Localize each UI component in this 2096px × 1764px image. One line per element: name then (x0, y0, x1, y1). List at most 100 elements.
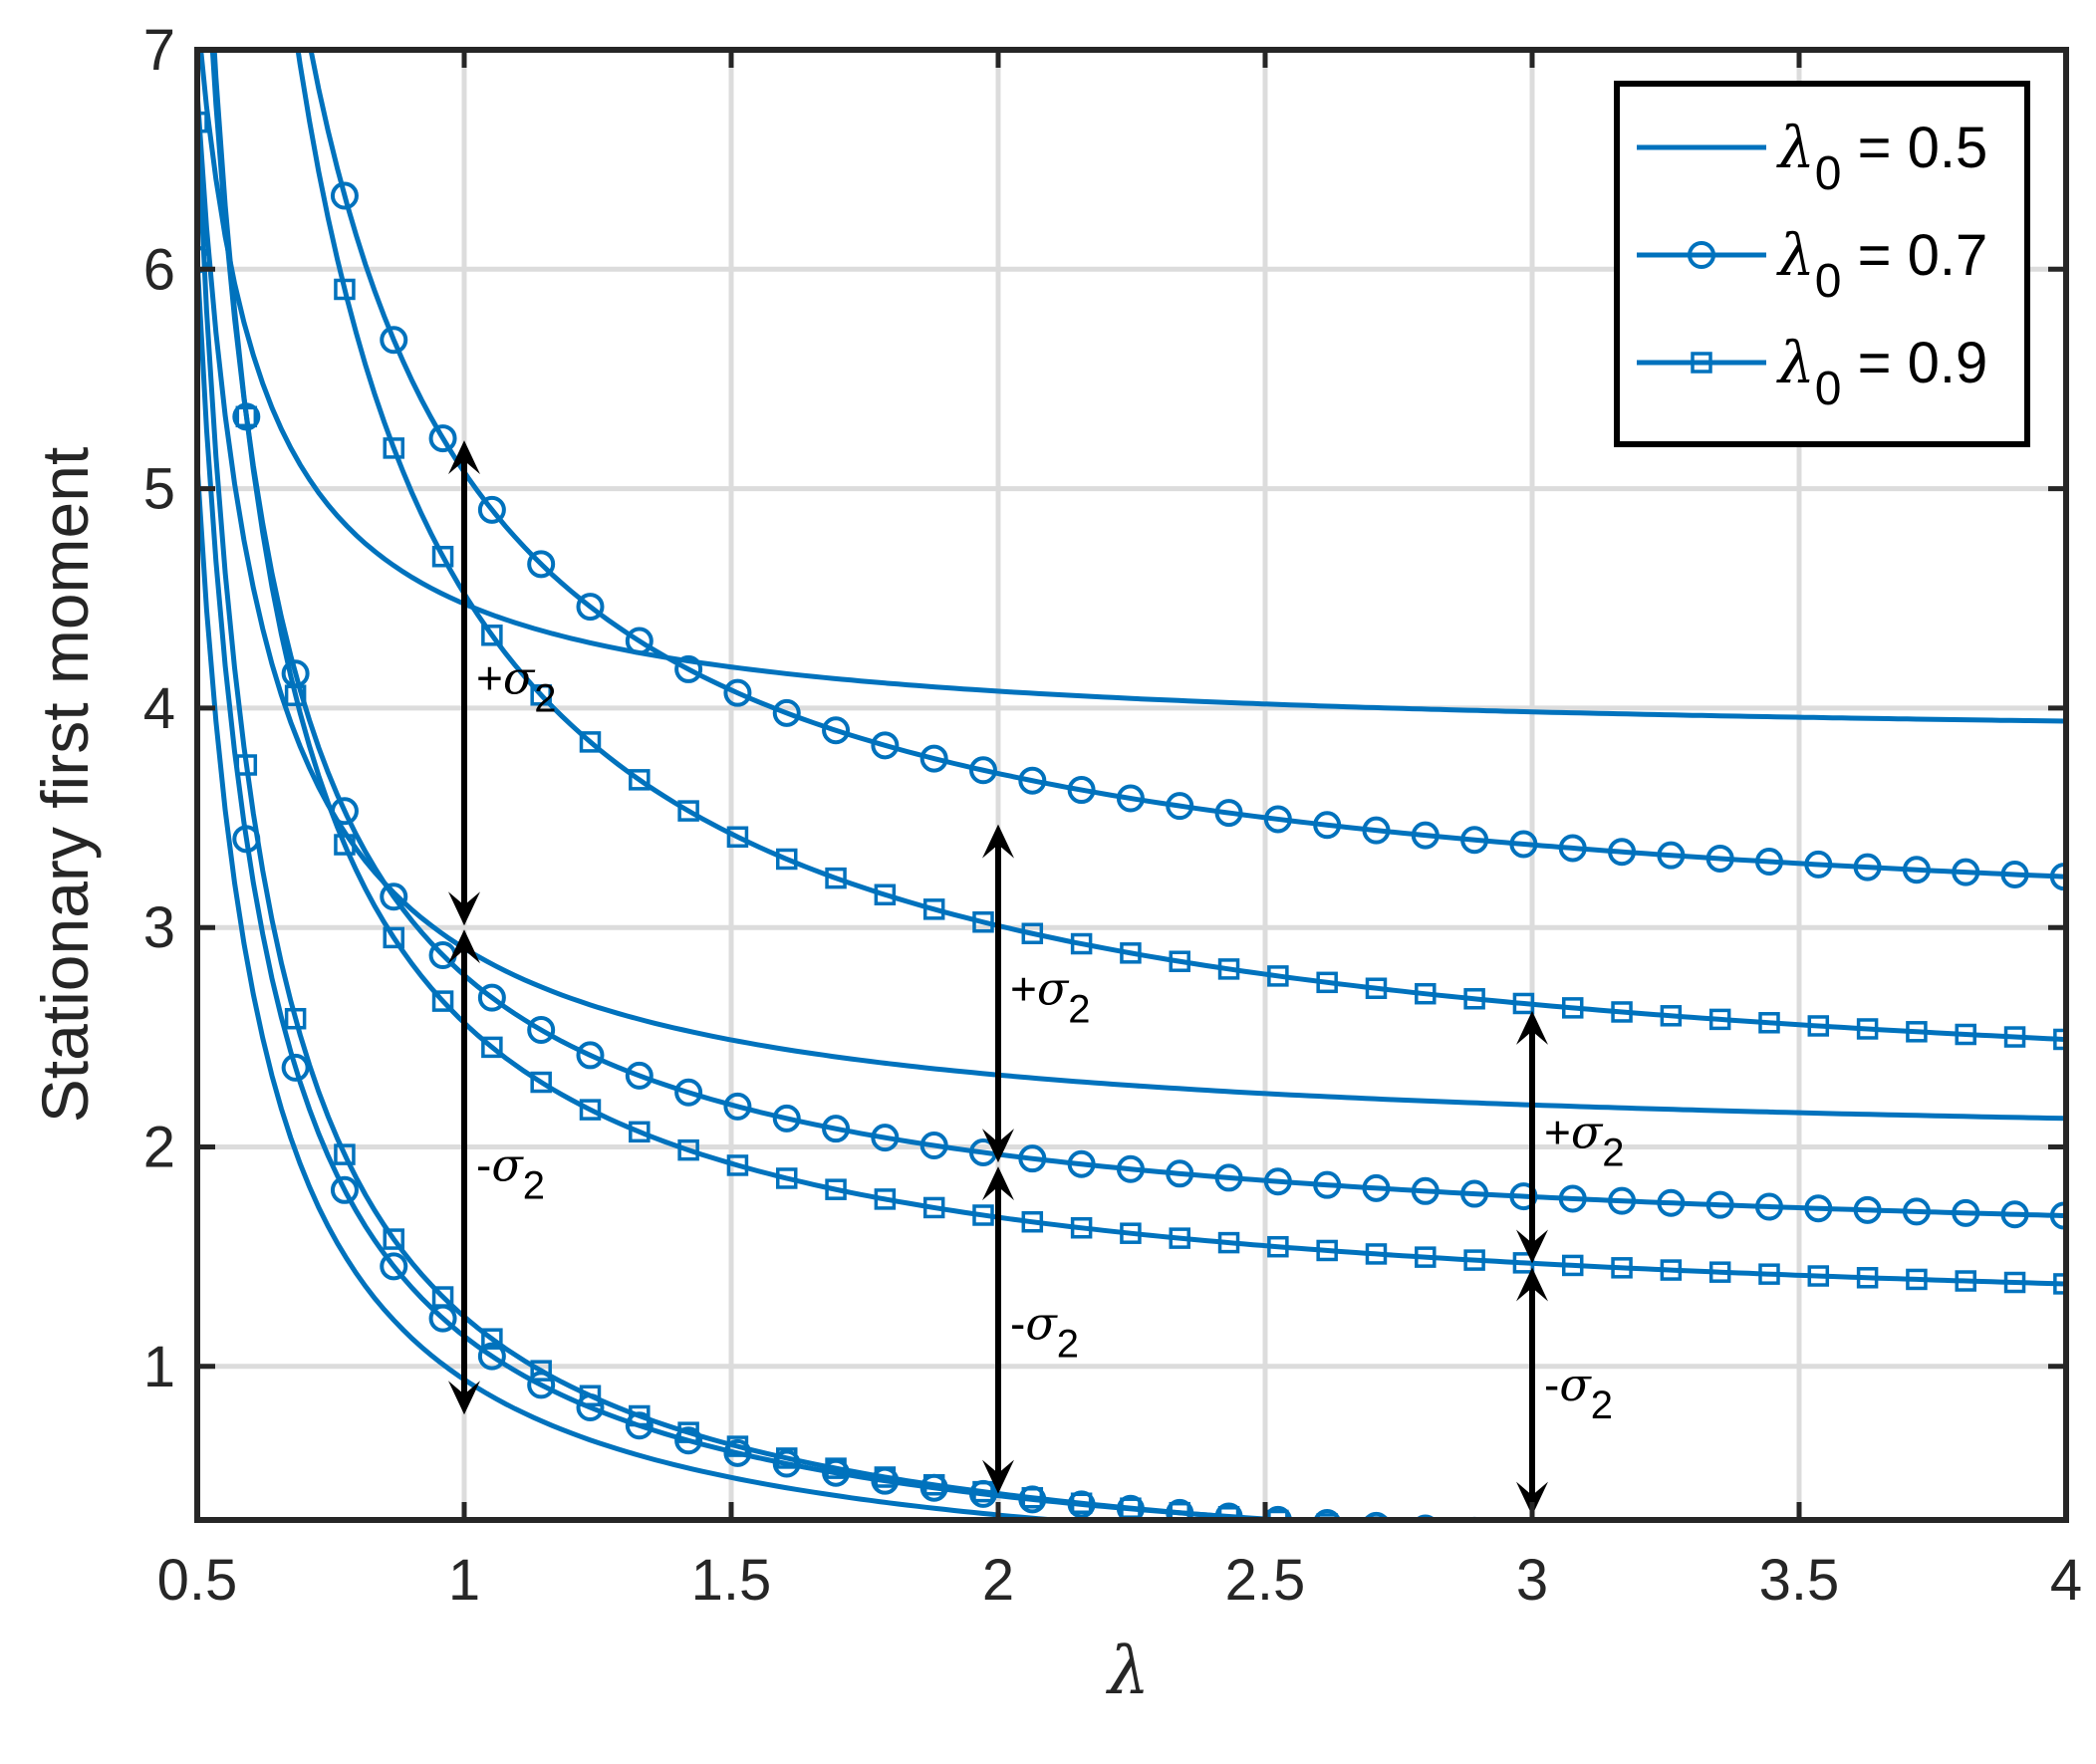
data-point (723, 678, 752, 707)
data-point (1711, 1535, 1729, 1553)
data-point (2000, 860, 2029, 888)
data-point (922, 1474, 945, 1496)
data-point (380, 882, 408, 911)
data-point (1362, 1173, 1391, 1202)
data-point (1902, 856, 1931, 884)
data-point (1169, 1227, 1190, 1249)
series-λ005-plus (198, 50, 2066, 724)
data-point (1853, 1195, 1882, 1224)
data-point (1316, 1239, 1338, 1262)
data-point (1708, 1261, 1731, 1283)
data-point (874, 883, 897, 905)
data-point (1807, 1015, 1830, 1037)
data-point (481, 625, 503, 646)
series-λ007-mean (209, 50, 2066, 1230)
data-point (1955, 1023, 1976, 1046)
data-point (919, 744, 948, 773)
data-point (1611, 1257, 1633, 1279)
series-λ007-plus (308, 50, 2066, 891)
double-arrow-group-0: +σ2 -σ2 (448, 440, 557, 1415)
data-point (1859, 1540, 1877, 1558)
data-point (431, 545, 454, 568)
series-line (308, 50, 2066, 880)
data-point (1021, 922, 1044, 944)
data-point (1070, 932, 1093, 955)
y-tick-label: 2 (143, 1115, 175, 1179)
data-point (1954, 1536, 1977, 1560)
arrow-head (1516, 1267, 1548, 1302)
data-point (1116, 784, 1145, 813)
series-λ009-mean (211, 50, 2066, 1295)
data-point (527, 1016, 556, 1045)
data-point (576, 1041, 605, 1070)
data-point (1415, 982, 1437, 1005)
series-line (295, 50, 2066, 1043)
data-point (1365, 1243, 1388, 1265)
data-point (874, 1188, 897, 1210)
data-point (1610, 1525, 1634, 1549)
data-point (922, 1196, 945, 1219)
data-point (579, 731, 602, 753)
data-point (1460, 1179, 1489, 1208)
data-point (972, 910, 994, 933)
data-point (330, 181, 359, 210)
x-tick-label: 0.5 (157, 1548, 238, 1613)
data-point (822, 1115, 851, 1143)
data-point (1362, 816, 1391, 845)
data-point (1807, 1265, 1830, 1287)
data-point (380, 1252, 408, 1281)
data-point (1415, 1519, 1437, 1520)
data-point (1267, 1235, 1289, 1258)
data-point (1116, 1154, 1145, 1183)
series-line (197, 464, 1083, 1520)
data-point (235, 754, 258, 776)
legend-marker (1691, 352, 1712, 374)
arrow-head (1516, 1481, 1548, 1516)
data-point (1018, 766, 1047, 795)
data-point (1952, 858, 1980, 886)
data-point (1217, 1506, 1240, 1520)
data-point (1608, 838, 1637, 867)
data-point (1561, 1523, 1585, 1547)
data-point (1120, 1222, 1142, 1244)
data-point (1608, 1186, 1637, 1215)
data-point (1217, 958, 1240, 980)
data-point (1561, 1254, 1584, 1277)
data-point (772, 1104, 801, 1133)
data-point (677, 1138, 699, 1161)
data-point (2003, 1026, 2026, 1048)
data-point (428, 424, 457, 453)
data-point (1561, 997, 1584, 1019)
data-point (1512, 1252, 1535, 1274)
legend-marker (1688, 241, 1715, 269)
legend-label: λ0 = 0.7 (1776, 221, 1987, 308)
data-point (477, 495, 506, 524)
data-point (1166, 792, 1194, 821)
data-point (334, 1143, 356, 1165)
y-tick-label: 5 (143, 457, 175, 522)
data-point (919, 1132, 948, 1160)
arrow-head (448, 891, 480, 926)
data-point (625, 1061, 654, 1090)
data-point (625, 627, 654, 655)
data-point (1313, 1170, 1342, 1199)
data-point (2006, 1544, 2024, 1562)
data-point (334, 278, 356, 301)
y-tick-label: 4 (143, 676, 175, 741)
data-point (1952, 1198, 1980, 1227)
data-point (1021, 1210, 1044, 1233)
data-point (330, 1175, 359, 1204)
series-λ005-mean (197, 93, 2066, 1122)
data-point (972, 1480, 994, 1503)
data-point (481, 1328, 503, 1350)
data-point (1463, 988, 1485, 1010)
data-point (1415, 1246, 1437, 1268)
data-point (197, 245, 211, 274)
data-point (1411, 1176, 1440, 1205)
data-point (1512, 992, 1535, 1015)
data-point (871, 731, 900, 760)
data-point (527, 550, 556, 579)
plot-frame (194, 47, 2069, 1523)
arrow-head (982, 1166, 1014, 1201)
data-point (284, 684, 307, 706)
